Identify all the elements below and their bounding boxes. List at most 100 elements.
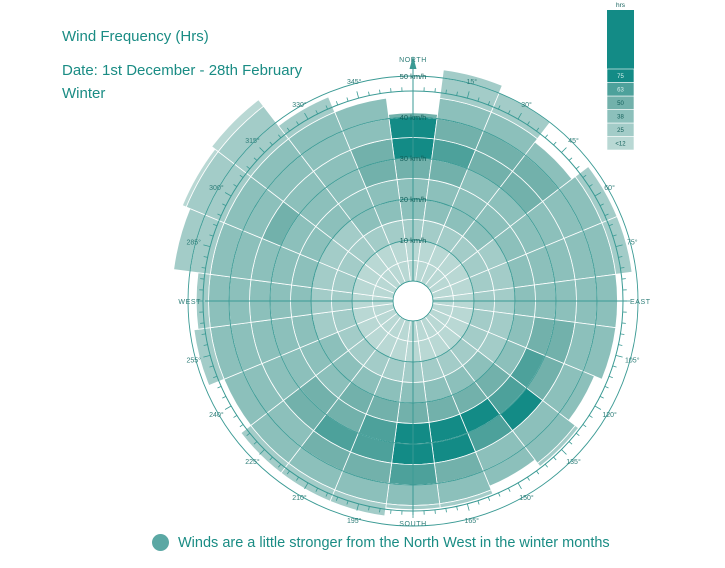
cardinal-label-west: WEST — [178, 299, 201, 306]
direction-label: 60° — [604, 184, 615, 192]
legend-label: 50 — [617, 101, 624, 107]
compass-tick — [604, 386, 609, 389]
compass-tick — [325, 105, 328, 110]
compass-tick — [544, 463, 548, 468]
compass-tick — [536, 470, 540, 475]
compass-tick — [203, 244, 211, 248]
compass-tick — [213, 375, 218, 379]
compass-tick — [209, 234, 214, 237]
compass-tick — [217, 213, 222, 216]
footer-text: Winds are a little stronger from the Nor… — [178, 534, 610, 551]
radial-label: 10 km/h — [400, 236, 427, 245]
compass-tick — [203, 256, 208, 258]
direction-label: 330° — [292, 101, 307, 109]
direction-labels: 15° 30° 45° 60° 75° 105° 120° 135° 150° 165° 195° 2… — [186, 78, 639, 525]
sector-cell-315-11 — [211, 99, 265, 153]
direction-label: 300° — [209, 184, 224, 192]
compass-tick — [553, 141, 557, 146]
compass-tick — [527, 476, 530, 481]
cardinal-label-south: SOUTH — [399, 521, 427, 528]
direction-label: 285° — [186, 239, 201, 247]
cardinal-label-east: EAST — [630, 299, 651, 306]
compass-tick — [201, 333, 206, 335]
compass-tick — [224, 405, 232, 410]
compass-tick — [568, 157, 573, 161]
direction-label: 120° — [602, 411, 617, 419]
direction-label: 45° — [568, 137, 579, 145]
compass-tick — [604, 213, 609, 216]
compass-ticks — [196, 84, 630, 518]
compass-tick — [517, 482, 522, 490]
compass-tick — [608, 223, 613, 227]
compass-tick — [239, 424, 244, 428]
compass-tick — [594, 405, 602, 410]
compass-tick — [278, 463, 282, 468]
compass-tick — [618, 344, 623, 346]
compass-tick — [608, 375, 613, 379]
compass-tick — [498, 105, 501, 110]
compass-tick — [527, 121, 530, 126]
compass-tick — [379, 89, 381, 94]
compass-tick — [239, 174, 244, 178]
compass-tick — [588, 415, 593, 418]
direction-label: 30° — [521, 101, 532, 109]
legend-title: hrs — [616, 2, 626, 9]
compass-tick — [269, 141, 273, 146]
compass-tick — [544, 134, 548, 139]
compass-tick — [620, 267, 625, 269]
compass-tick — [445, 89, 447, 94]
footer-note: Winds are a little stronger from the Nor… — [152, 534, 610, 551]
compass-tick — [346, 97, 349, 102]
compass-tick — [203, 354, 211, 358]
compass-tick — [466, 91, 470, 99]
compass-tick — [315, 110, 319, 115]
compass-tick — [356, 503, 360, 511]
legend: <12 25 38 50 63 75 — [606, 10, 635, 151]
direction-label: 15° — [466, 78, 477, 86]
compass-tick — [599, 395, 604, 399]
compass-tick — [517, 112, 522, 120]
compass-tick — [477, 500, 480, 505]
compass-tick — [246, 166, 251, 170]
legend-swatch — [606, 68, 635, 83]
radial-label: 40 km/h — [400, 113, 427, 122]
season-label: Winter — [62, 85, 106, 102]
compass-tick — [368, 506, 370, 511]
cardinal-label-north: NORTH — [399, 57, 427, 64]
compass-tick — [575, 166, 580, 170]
compass-tick — [588, 184, 593, 187]
compass-tick — [356, 91, 360, 99]
compass-tick — [368, 91, 370, 96]
direction-label: 135° — [566, 458, 581, 466]
legend-label: 63 — [617, 88, 624, 94]
radial-label: 30 km/h — [400, 154, 427, 163]
title-block: Wind Frequency (Hrs) Date: 1st December … — [62, 28, 302, 108]
bullet-dot-icon — [152, 534, 169, 551]
compass-tick — [536, 127, 540, 132]
compass-tick — [335, 101, 339, 106]
compass-tick — [456, 506, 458, 511]
radial-label: 50 km/h — [400, 72, 427, 81]
compass-tick — [259, 449, 265, 455]
sector-cells — [173, 69, 633, 517]
compass-tick — [612, 234, 617, 237]
compass-tick — [507, 487, 511, 492]
compass-tick — [315, 487, 319, 492]
compass-tick — [304, 112, 309, 120]
direction-label: 225° — [245, 458, 260, 466]
compass-tick — [456, 91, 458, 96]
compass-tick — [253, 157, 258, 161]
date-range: Date: 1st December - 28th February — [62, 62, 303, 79]
compass-tick — [203, 344, 208, 346]
compass-tick — [620, 333, 625, 335]
compass-tick — [618, 256, 623, 258]
compass-tick — [233, 415, 238, 418]
compass-tick — [296, 476, 299, 481]
direction-label: 75° — [627, 239, 638, 247]
direction-label: 255° — [186, 356, 201, 364]
compass-tick — [222, 203, 227, 207]
compass-tick — [286, 127, 290, 132]
compass-tick — [615, 244, 623, 248]
direction-label: 345° — [347, 78, 362, 86]
sector-cell-135-9 — [536, 424, 580, 468]
